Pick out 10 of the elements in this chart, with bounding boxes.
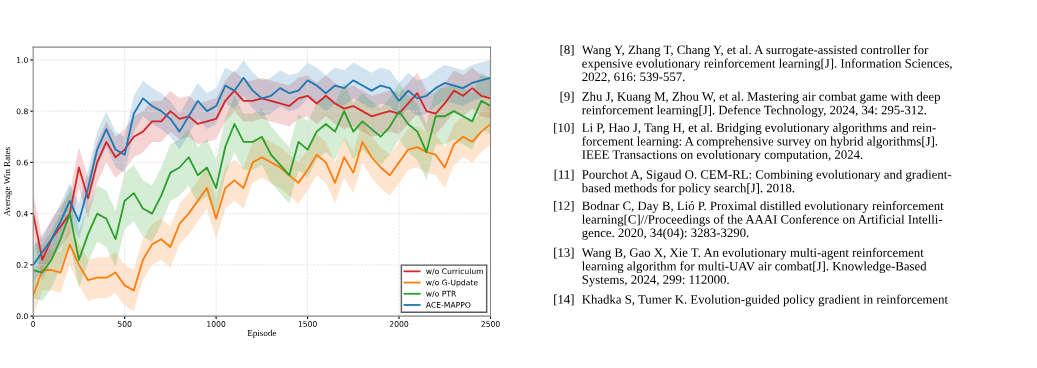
- y-axis-title: Average Win Rates: [4, 147, 13, 217]
- text: [9] Zhu J, Kuang M, Zhou W, et al. Mastering air combat game with deep reinforcement learning[J]. Defence Technology, 2024, 34: 295-312.: [560, 91, 941, 117]
- text: [8] Wang Y, Zhang T, Chang Y, et al. A surrogate-assisted controller for expensive evolutionary reinforcement learning[J]. Information Sciences, 2022, 616: 539-557.: [560, 45, 952, 83]
- text: [14] Khadka S, Tumer K. Evolution-guided policy gradient in reinforcement: [554, 294, 948, 307]
- text: [11] Pourchot A, Sigaud O. CEM-RL: Combining evolutionary and gradient- based methods for policy search[J]. 2018.: [554, 169, 952, 195]
- text: [13] Wang B, Gao X, Xie T. An evolutionary multi-agent reinforcement learning algorithm for multi-UAV air combat[J]. Knowledge-Based Systems, 2024, 299: 112000.: [554, 247, 927, 287]
- line-series: [33, 123, 491, 297]
- x-axis-title: Episode: [247, 329, 277, 338]
- text: [10] Li P, Hao J, Tang H, et al. Bridging evolutionary algorithms and rein- forcement learning: A comprehensive survey on hybrid algorithms[J]. IEEE Transactions on evolutionary computation, 2024.: [554, 123, 938, 162]
- text: [12] Bodnar C, Day B, Lió P. Proximal distilled evolutionary reinforcement learning[C]//Proceedings of the AAAI Conference on Artificial Intelli- gence. 2020, 34(04): 3283-3290.: [554, 201, 944, 240]
